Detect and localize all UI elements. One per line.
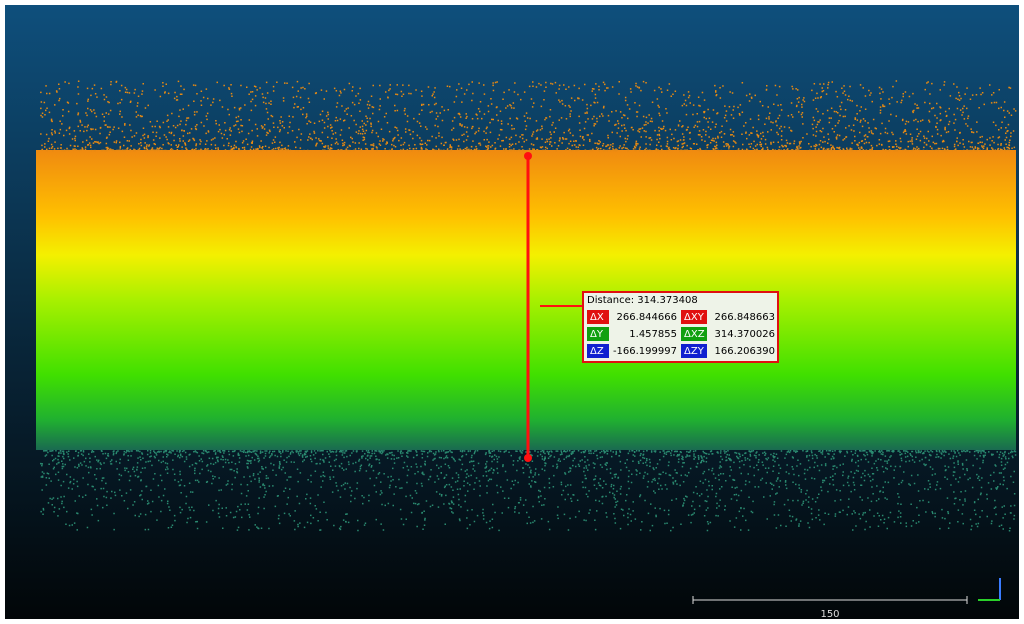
delta-value: 314.370026 (715, 329, 775, 340)
delta-badge (681, 310, 707, 324)
delta-label: ΔX (590, 312, 604, 323)
point-noise-bottom (40, 450, 1017, 532)
delta-label: ΔXY (684, 312, 705, 323)
delta-value: -166.199997 (613, 346, 677, 357)
delta-label: ΔXZ (684, 329, 705, 340)
delta-label: ΔZY (684, 346, 705, 357)
delta-badge (587, 344, 609, 358)
delta-badge (681, 344, 707, 358)
delta-label: ΔY (590, 329, 604, 340)
measure-point (524, 152, 532, 160)
measure-point (524, 454, 532, 462)
delta-badge (587, 327, 609, 341)
delta-table: ΔX 266.844666 ΔXY 266.848663 ΔY 1.457855 ΔXZ 31… (587, 310, 775, 358)
delta-badge (681, 327, 707, 341)
point-cloud (36, 150, 1016, 450)
point-noise-top (40, 80, 1017, 152)
delta-badge (587, 310, 609, 324)
delta-value: 266.844666 (617, 312, 677, 323)
delta-value: 1.457855 (629, 329, 677, 340)
delta-value: 266.848663 (715, 312, 775, 323)
measure-label (582, 291, 779, 363)
scale-label: 150 (820, 609, 839, 620)
delta-value: 166.206390 (715, 346, 775, 357)
delta-label: ΔZ (590, 346, 604, 357)
distance-text: Distance: 314.373408 (587, 295, 698, 306)
